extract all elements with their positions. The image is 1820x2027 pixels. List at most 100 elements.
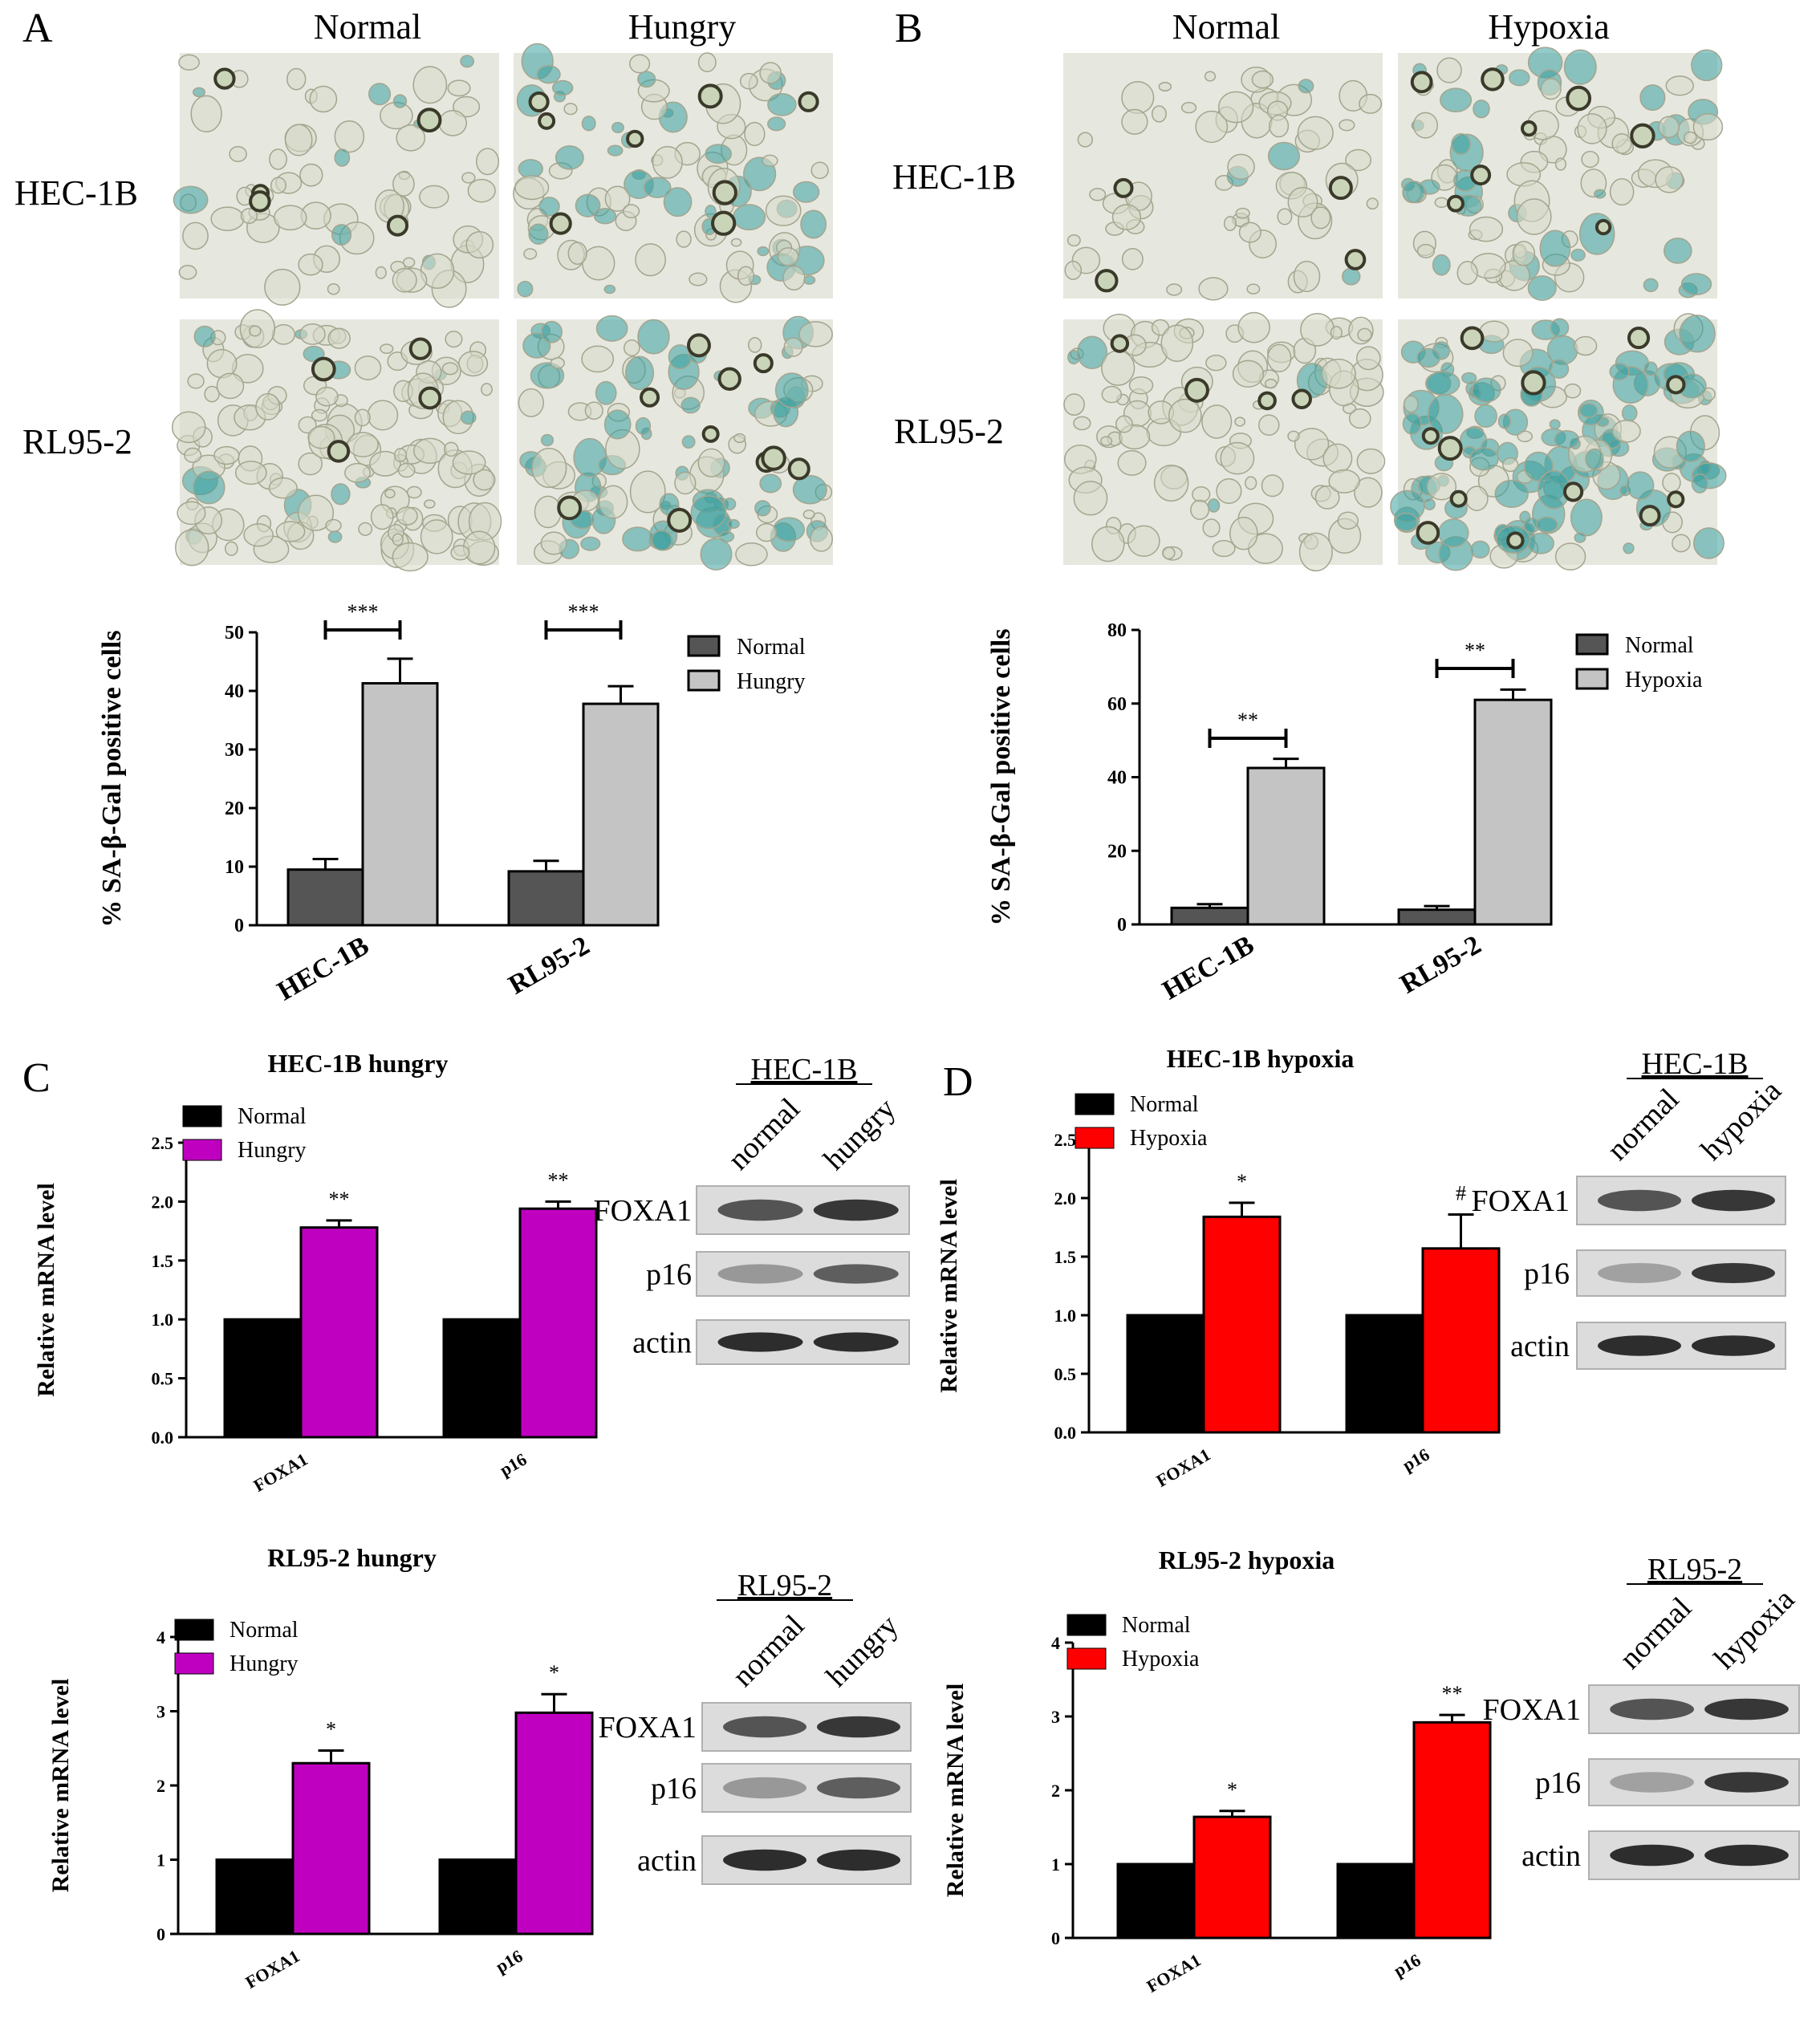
cell — [1089, 188, 1107, 201]
cell — [1402, 181, 1426, 204]
cell — [460, 410, 477, 425]
rounded-cell — [549, 212, 572, 235]
micrograph-tile-1 — [513, 43, 833, 303]
cell — [603, 409, 632, 440]
cell — [810, 526, 833, 552]
cell — [575, 193, 601, 217]
blot-lane-label: normal — [1601, 1083, 1686, 1168]
cell — [528, 223, 549, 245]
rounded-cell — [416, 108, 442, 133]
cell — [534, 495, 562, 529]
cell — [1064, 260, 1083, 280]
blot-row-label: actin — [632, 1326, 692, 1360]
blot-band — [1610, 1844, 1694, 1867]
blot-band — [813, 1199, 899, 1221]
y-tick-label: 20 — [225, 798, 244, 819]
blot-row-label: actin — [637, 1844, 697, 1878]
legend-label: Hypoxia — [1130, 1126, 1208, 1151]
cell — [629, 54, 651, 74]
cell — [396, 124, 426, 152]
cell — [204, 385, 220, 403]
cell — [1554, 157, 1567, 171]
y-tick-label: 80 — [1107, 620, 1127, 641]
cell — [1516, 198, 1552, 235]
rounded-cell — [1257, 391, 1277, 411]
cell — [635, 416, 652, 436]
cell — [1345, 148, 1372, 172]
cell — [581, 345, 615, 373]
cell — [1264, 378, 1278, 389]
cell — [467, 178, 496, 203]
cell — [193, 325, 216, 347]
blot-title: HEC-1B — [751, 1053, 858, 1087]
micrograph-b-row-hec1b: HEC-1B — [892, 157, 1016, 197]
rounded-cell — [311, 356, 336, 382]
cell — [1300, 313, 1335, 347]
cell — [757, 246, 770, 257]
cell — [1298, 532, 1333, 572]
blot-band — [1704, 1698, 1789, 1720]
cell — [733, 433, 746, 444]
micrograph-tile-5 — [1398, 47, 1724, 301]
legend-label: Normal — [1122, 1613, 1191, 1638]
cell — [354, 408, 371, 427]
rounded-cell — [1446, 194, 1465, 213]
cell — [674, 471, 697, 495]
cell — [243, 523, 274, 547]
x-category-label: p16 — [1399, 1444, 1432, 1476]
cell — [680, 396, 701, 414]
cell — [607, 144, 624, 156]
cell — [737, 266, 755, 286]
blot-title: RL95-2 — [1647, 1553, 1742, 1586]
cell — [622, 526, 654, 552]
rounded-cell — [1595, 218, 1612, 236]
y-tick-label: 3 — [1051, 1707, 1060, 1727]
cell — [1245, 476, 1257, 490]
rounded-cell — [1416, 521, 1440, 545]
y-tick-label: 0 — [234, 916, 244, 936]
cell — [193, 470, 225, 505]
cell — [1216, 477, 1242, 504]
cell — [1470, 540, 1490, 559]
y-axis-label: % SA-β-Gal positive cells — [986, 628, 1016, 925]
cell — [783, 337, 803, 357]
cell — [643, 177, 672, 198]
blot-row-label: p16 — [651, 1772, 697, 1806]
rounded-cell — [717, 367, 741, 391]
bar-normal-rl95-2 — [1397, 908, 1477, 926]
cell — [1195, 110, 1229, 144]
blot-lane-label: normal — [721, 1092, 806, 1177]
cell — [327, 327, 351, 349]
rounded-cell — [1437, 436, 1463, 461]
cell — [690, 495, 727, 530]
rounded-cell — [1095, 269, 1119, 293]
cell — [1238, 221, 1261, 243]
rounded-cell — [1562, 481, 1584, 502]
cell — [1158, 81, 1172, 92]
cell — [1287, 430, 1300, 442]
chart-title: HEC-1B hungry — [268, 1049, 449, 1078]
blot-band — [1610, 1772, 1694, 1793]
cell — [1585, 448, 1604, 470]
cell — [551, 79, 574, 96]
bar-hypoxia-foxa1 — [1192, 1815, 1272, 1940]
significance-label: * — [1237, 1170, 1247, 1193]
cell — [1702, 387, 1716, 401]
x-category-label: p16 — [496, 1449, 530, 1481]
blot-band — [717, 1332, 803, 1352]
legend-swatch — [174, 1652, 214, 1675]
cell — [1066, 234, 1081, 247]
cell — [595, 380, 617, 405]
rounded-cell — [697, 83, 723, 109]
cell — [1425, 371, 1460, 396]
cell — [774, 372, 809, 408]
cell — [1497, 413, 1512, 429]
rounded-cell — [1667, 490, 1685, 509]
cell — [1440, 87, 1473, 112]
cell — [541, 320, 563, 343]
legend-swatch — [1066, 1647, 1107, 1670]
cell — [1127, 525, 1160, 557]
significance-label: * — [326, 1718, 336, 1741]
blot-title: HEC-1B — [1642, 1047, 1749, 1081]
